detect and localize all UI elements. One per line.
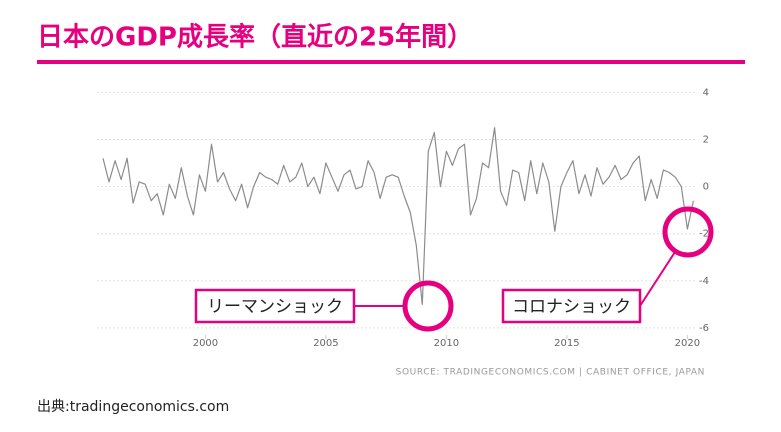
- x-tick-label: 2015: [554, 338, 579, 349]
- y-tick-label: 4: [703, 87, 709, 98]
- slide-title: 日本のGDP成長率（直近の25年間）: [37, 22, 473, 53]
- y-tick-label: 2: [703, 134, 709, 145]
- highlight-circle: [402, 280, 454, 332]
- y-tick-label: 0: [703, 182, 709, 193]
- callout-box: [194, 288, 356, 324]
- callout-box: [501, 288, 642, 324]
- source-note: SOURCE: TRADINGECONOMICS.COM | CABINET O…: [396, 368, 705, 378]
- x-tick-label: 2010: [434, 338, 459, 349]
- y-tick-label: -6: [699, 323, 709, 334]
- callout-label: コロナショック: [512, 297, 631, 317]
- highlight-circle: [662, 206, 714, 258]
- y-tick-label: -4: [699, 276, 709, 287]
- callout-link: [639, 251, 676, 307]
- x-tick-label: 2020: [675, 338, 700, 349]
- x-tick-label: 2000: [193, 338, 218, 349]
- y-tick-label: -2: [699, 229, 709, 240]
- x-tick-label: 2005: [313, 338, 338, 349]
- credit: 出典:tradingeconomics.com: [37, 399, 229, 415]
- line-series: [102, 127, 694, 305]
- callout-label: リーマンショック: [207, 297, 343, 317]
- title-rule: [37, 60, 745, 64]
